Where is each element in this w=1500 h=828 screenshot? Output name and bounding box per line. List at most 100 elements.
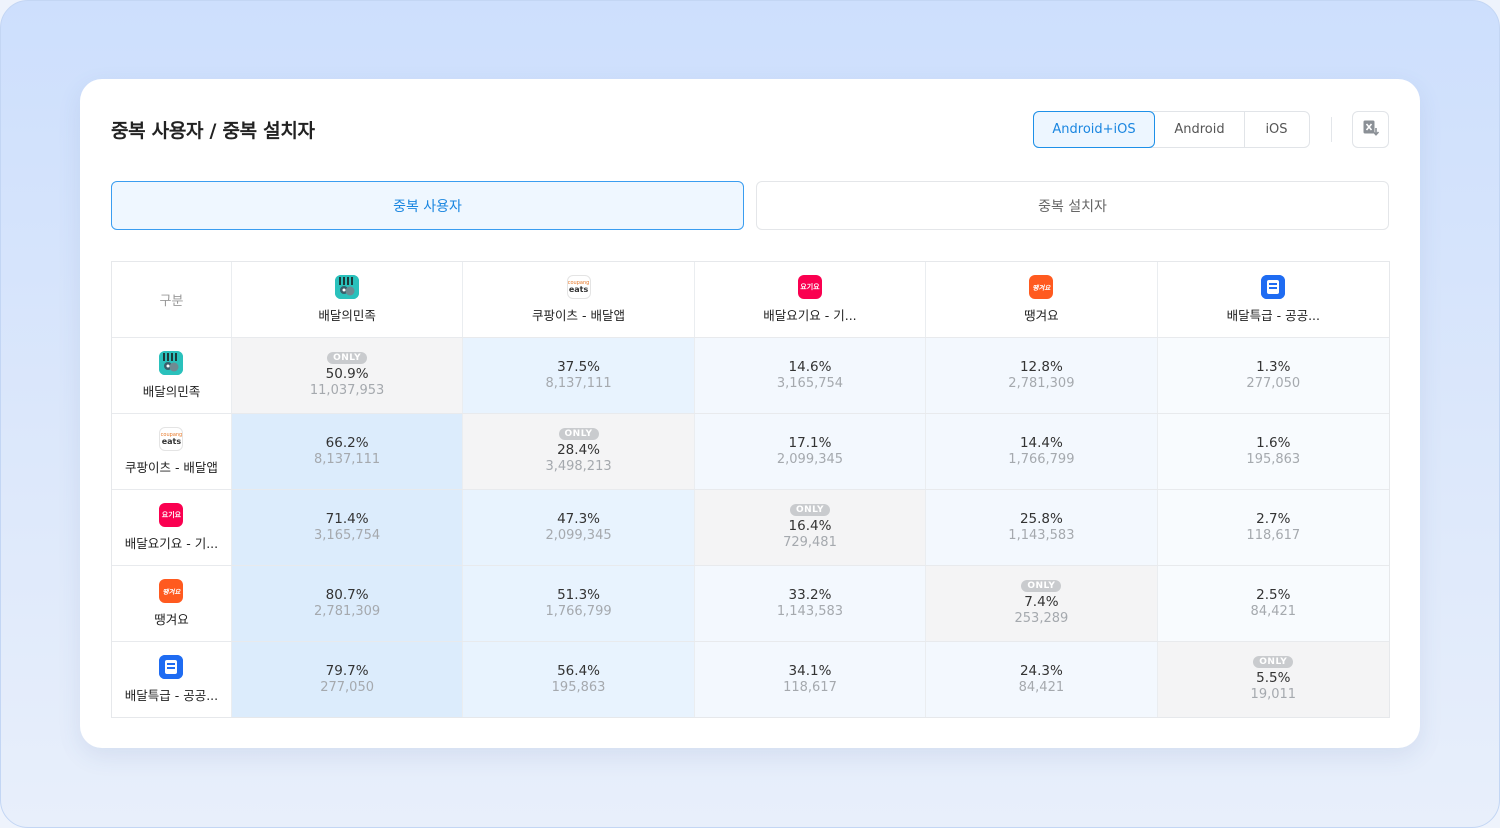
only-badge: ONLY — [1021, 580, 1062, 592]
table-row: coupang eats 쿠팡이츠 - 배달앱 66.2% 8,137,111 ONLY 2… — [112, 414, 1390, 490]
matrix-cell[interactable]: 34.1% 118,617 — [694, 642, 927, 717]
row-header-4: 배달특급 - 공공... — [112, 642, 232, 717]
matrix-cell[interactable]: 79.7% 277,050 — [231, 642, 464, 717]
matrix-cell[interactable]: 80.7% 2,781,309 — [231, 566, 464, 641]
overlap-count: 11,037,953 — [309, 383, 385, 398]
table-row: 배달특급 - 공공... 79.7% 277,050 56.4% 195,863 34.1… — [112, 642, 1390, 717]
overlap-percent: 17.1% — [788, 435, 832, 451]
matrix-cell[interactable]: 14.6% 3,165,754 — [694, 338, 927, 413]
overlap-count: 729,481 — [783, 535, 837, 550]
overlap-percent: 24.3% — [1019, 663, 1063, 679]
matrix-cell[interactable]: 51.3% 1,766,799 — [463, 566, 695, 641]
baemin-icon — [159, 351, 184, 375]
corner-header-cell: 구분 — [112, 262, 232, 337]
view-tabbar: 중복 사용자 중복 설치자 — [111, 181, 1389, 230]
platform-tab-android-ios[interactable]: Android+iOS — [1033, 111, 1155, 148]
overlap-matrix-table: 구분 배달의민족 coupang eats 쿠팡이츠 - 배달앱 요기요 배달요기요 - 기… — [111, 261, 1390, 718]
column-header-0: 배달의민족 — [232, 262, 464, 337]
header-divider — [1331, 117, 1332, 142]
overlap-percent: 16.4% — [788, 518, 832, 534]
matrix-cell[interactable]: ONLY 28.4% 3,498,213 — [463, 414, 695, 489]
overlap-users-card: 중복 사용자 / 중복 설치자 Android+iOS Android iOS … — [80, 79, 1420, 748]
overlap-count: 84,421 — [1018, 680, 1065, 695]
matrix-cell[interactable]: 71.4% 3,165,754 — [231, 490, 464, 565]
tab-overlap-installers[interactable]: 중복 설치자 — [756, 181, 1389, 230]
column-header-2: 요기요 배달요기요 - 기... — [695, 262, 927, 337]
overlap-percent: 7.4% — [1024, 594, 1059, 610]
platform-segmented-control: Android+iOS Android iOS — [1033, 111, 1310, 148]
matrix-cell[interactable]: 56.4% 195,863 — [463, 642, 695, 717]
ttaenggyeoyo-icon: 땡겨요 — [1029, 275, 1054, 299]
matrix-cell[interactable]: 33.2% 1,143,583 — [694, 566, 927, 641]
only-badge: ONLY — [558, 428, 599, 440]
overlap-count: 3,498,213 — [545, 459, 612, 474]
matrix-cell[interactable]: ONLY 50.9% 11,037,953 — [231, 338, 464, 413]
matrix-cell[interactable]: 37.5% 8,137,111 — [463, 338, 695, 413]
excel-download-icon — [1362, 119, 1380, 141]
platform-tab-ios[interactable]: iOS — [1265, 122, 1288, 137]
overlap-count: 118,617 — [783, 680, 837, 695]
row-header-app-name: 배달요기요 - 기... — [124, 536, 219, 551]
only-badge: ONLY — [789, 504, 830, 516]
matrix-cell[interactable]: 2.5% 84,421 — [1157, 566, 1390, 641]
overlap-percent: 37.5% — [557, 359, 600, 375]
overlap-count: 1,766,799 — [1008, 452, 1075, 467]
overlap-count: 2,781,309 — [1008, 376, 1075, 391]
overlap-percent: 47.3% — [557, 511, 600, 527]
matrix-cell[interactable]: 2.7% 118,617 — [1157, 490, 1390, 565]
overlap-percent: 14.6% — [788, 359, 832, 375]
corner-label: 구분 — [159, 294, 184, 309]
overlap-count: 19,011 — [1250, 687, 1297, 702]
yogiyo-icon: 요기요 — [797, 275, 822, 299]
column-header-4: 배달특급 - 공공... — [1158, 262, 1389, 337]
row-header-2: 요기요 배달요기요 - 기... — [112, 490, 232, 565]
matrix-cell[interactable]: 24.3% 84,421 — [926, 642, 1158, 717]
tab-overlap-users[interactable]: 중복 사용자 — [111, 181, 744, 230]
overlap-percent: 80.7% — [325, 587, 369, 603]
table-row: 요기요 배달요기요 - 기... 71.4% 3,165,754 47.3% 2,099,… — [112, 490, 1390, 566]
only-badge: ONLY — [1253, 656, 1294, 668]
overlap-count: 277,050 — [320, 680, 374, 695]
only-badge: ONLY — [327, 352, 368, 364]
matrix-cell[interactable]: 12.8% 2,781,309 — [926, 338, 1158, 413]
overlap-percent: 71.4% — [325, 511, 369, 527]
overlap-percent: 50.9% — [325, 366, 369, 382]
excel-download-button[interactable] — [1352, 111, 1389, 148]
matrix-cell[interactable]: ONLY 7.4% 253,289 — [926, 566, 1158, 641]
overlap-percent: 1.6% — [1256, 435, 1291, 451]
column-header-app-name: 땡겨요 — [1024, 308, 1059, 323]
overlap-percent: 34.1% — [788, 663, 832, 679]
overlap-count: 118,617 — [1246, 528, 1301, 543]
matrix-cell[interactable]: 66.2% 8,137,111 — [231, 414, 464, 489]
matrix-cell[interactable]: 17.1% 2,099,345 — [694, 414, 927, 489]
platform-tab-android[interactable]: Android — [1155, 112, 1245, 147]
table-header-row: 구분 배달의민족 coupang eats 쿠팡이츠 - 배달앱 요기요 배달요기요 - 기… — [112, 262, 1389, 338]
overlap-count: 277,050 — [1246, 376, 1301, 391]
matrix-cell[interactable]: 1.3% 277,050 — [1157, 338, 1390, 413]
matrix-cell[interactable]: ONLY 16.4% 729,481 — [694, 490, 927, 565]
row-header-app-name: 쿠팡이츠 - 배달앱 — [124, 460, 218, 475]
overlap-count: 1,143,583 — [1008, 528, 1075, 543]
coupang-eats-icon: coupang eats — [566, 275, 591, 299]
matrix-cell[interactable]: 25.8% 1,143,583 — [926, 490, 1158, 565]
table-row: 땡겨요 땡겨요 80.7% 2,781,309 51.3% 1,766,799 33.2% 1… — [112, 566, 1390, 642]
overlap-percent: 5.5% — [1256, 670, 1291, 686]
matrix-cell[interactable]: 47.3% 2,099,345 — [463, 490, 695, 565]
matrix-cell[interactable]: 14.4% 1,766,799 — [926, 414, 1158, 489]
matrix-cell[interactable]: 1.6% 195,863 — [1157, 414, 1390, 489]
overlap-percent: 25.8% — [1019, 511, 1063, 527]
overlap-percent: 1.3% — [1256, 359, 1291, 375]
overlap-count: 1,143,583 — [776, 604, 844, 619]
overlap-count: 8,137,111 — [545, 376, 612, 391]
overlap-percent: 79.7% — [325, 663, 369, 679]
overlap-count: 2,099,345 — [545, 528, 612, 543]
matrix-cell[interactable]: ONLY 5.5% 19,011 — [1157, 642, 1390, 717]
coupang-eats-icon: coupang eats — [159, 427, 184, 451]
column-header-3: 땡겨요 땡겨요 — [926, 262, 1158, 337]
overlap-percent: 14.4% — [1019, 435, 1063, 451]
overlap-count: 3,165,754 — [314, 528, 381, 543]
baedal-teukgeup-icon — [159, 655, 184, 679]
row-header-app-name: 배달특급 - 공공... — [124, 688, 219, 703]
ttaenggyeoyo-icon: 땡겨요 — [159, 579, 184, 603]
table-row: 배달의민족 ONLY 50.9% 11,037,953 37.5% 8,137,111 14… — [112, 338, 1390, 414]
